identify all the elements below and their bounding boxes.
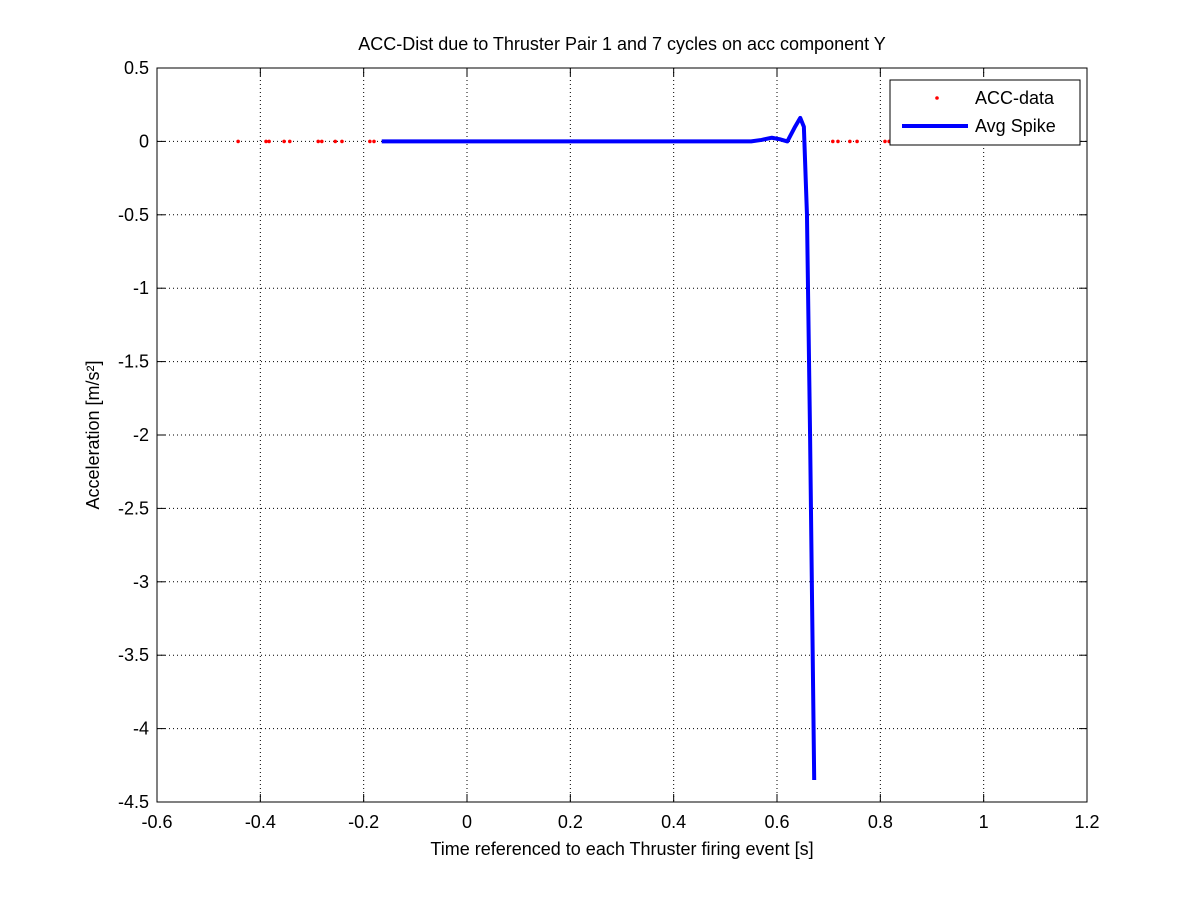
legend-marker — [935, 96, 939, 100]
x-tick-label: 0 — [462, 812, 472, 832]
data-point — [287, 139, 292, 144]
x-tick-label: -0.6 — [141, 812, 172, 832]
chart-title: ACC-Dist due to Thruster Pair 1 and 7 cy… — [358, 34, 886, 54]
data-point — [282, 139, 286, 144]
y-tick-label: -1.5 — [118, 352, 149, 372]
data-point — [333, 139, 338, 144]
x-tick-label: -0.4 — [245, 812, 276, 832]
legend-box — [889, 79, 1081, 146]
data-point — [855, 139, 859, 144]
data-point — [340, 139, 344, 144]
data-point — [368, 139, 372, 144]
y-tick-label: 0 — [139, 131, 149, 151]
data-point — [316, 139, 321, 144]
x-tick-label: 0.4 — [661, 812, 686, 832]
y-tick-label: -4.5 — [118, 792, 149, 812]
x-tick-label: 0.6 — [764, 812, 789, 832]
data-line — [381, 115, 817, 781]
data-point — [320, 139, 324, 144]
x-tick-label: 0.2 — [558, 812, 583, 832]
x-tick-label: -0.2 — [348, 812, 379, 832]
y-axis-label: Acceleration [m/s²] — [83, 360, 103, 509]
data-point — [848, 139, 852, 144]
data-point — [883, 139, 887, 144]
y-tick-label: -0.5 — [118, 205, 149, 225]
y-tick-label: 0.5 — [124, 58, 149, 78]
y-tick-label: -2.5 — [118, 498, 149, 518]
data-point — [264, 139, 268, 144]
data-point — [836, 139, 840, 144]
legend-label: Avg Spike — [975, 116, 1056, 136]
data-point — [267, 139, 271, 144]
x-tick-label: 1 — [979, 812, 989, 832]
data-point — [831, 139, 835, 144]
x-tick-label: 0.8 — [868, 812, 893, 832]
x-tick-label: 1.2 — [1074, 812, 1099, 832]
y-tick-label: -1 — [133, 278, 149, 298]
y-tick-label: -3.5 — [118, 645, 149, 665]
data-point — [236, 139, 240, 144]
y-tick-label: -4 — [133, 719, 149, 739]
legend-label: ACC-data — [975, 88, 1055, 108]
plot-frame — [156, 67, 1088, 803]
x-axis-label: Time referenced to each Thruster firing … — [430, 839, 813, 859]
y-tick-label: -3 — [133, 572, 149, 592]
y-tick-label: -2 — [133, 425, 149, 445]
data-point — [372, 139, 376, 144]
